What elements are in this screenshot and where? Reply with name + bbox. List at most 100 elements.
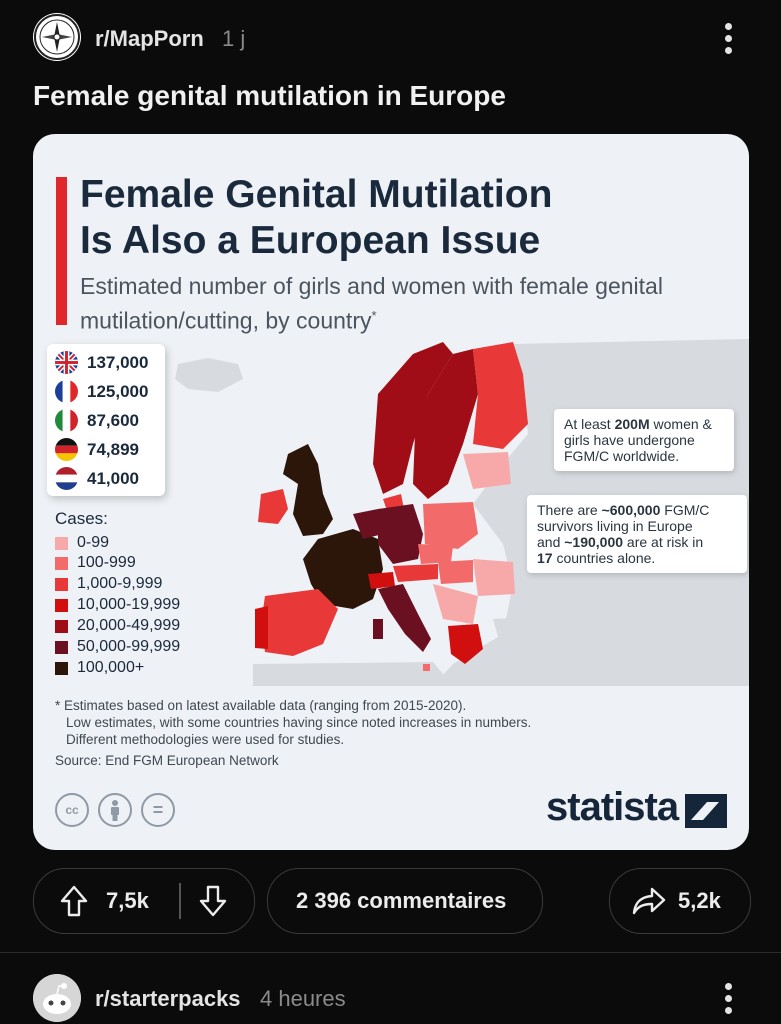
map-country-poland (423, 502, 478, 549)
map-country-balkans (433, 584, 478, 624)
legend-label: 100,000+ (77, 659, 145, 676)
netherlands-flag-icon (55, 467, 78, 490)
italy-flag-icon (55, 409, 78, 432)
subreddit-name[interactable]: r/MapPorn (95, 26, 204, 51)
map-country-czechia (418, 544, 453, 564)
source-text: Source: End FGM European Network (55, 753, 279, 768)
subtitle-footnote-mark: * (371, 308, 377, 323)
next-more-options-button[interactable] (714, 980, 744, 1016)
subtitle-text: Estimated number of girls and women with… (80, 273, 663, 334)
infographic-title-line1: Female Genital Mutilation (80, 173, 553, 216)
legend-swatch (55, 641, 68, 654)
more-dot-icon (725, 23, 732, 30)
next-subreddit-avatar[interactable] (33, 974, 81, 1022)
footnote-line: Different methodologies were used for st… (66, 732, 345, 747)
vote-bar: 7,5k (33, 868, 255, 934)
post-header: r/MapPorn 1 j (0, 0, 781, 76)
share-icon (632, 887, 666, 915)
map-country-ireland (258, 489, 288, 524)
statista-logo-icon (685, 794, 727, 828)
vote-divider (179, 883, 181, 919)
share-button[interactable]: 5,2k (609, 868, 751, 934)
map-country-sweden (413, 349, 478, 499)
nd-license-icon: = (141, 793, 175, 827)
map-land-turkey (493, 614, 633, 654)
map-country-austria (393, 564, 438, 582)
callout-worldwide: At least 200M women & girls have undergo… (554, 409, 734, 471)
title-accent-bar (56, 177, 67, 325)
post-age: 1 j (222, 26, 246, 51)
comments-count: 2 396 commentaires (296, 888, 507, 913)
top-country-value: 41,000 (87, 469, 139, 488)
uk-flag-icon (55, 351, 78, 374)
legend-title: Cases: (55, 509, 108, 528)
map-country-portugal (255, 606, 268, 649)
top-country-value: 74,899 (87, 440, 139, 459)
legend-label: 100-999 (77, 554, 136, 571)
legend-label: 20,000-49,999 (77, 617, 181, 634)
statista-logo: statista (546, 785, 679, 829)
comments-button[interactable]: 2 396 commentaires (267, 868, 543, 934)
more-dot-icon (725, 995, 732, 1002)
post-title[interactable]: Female genital mutilation in Europe (33, 80, 506, 111)
legend-swatch (55, 578, 68, 591)
infographic-title: Female Genital Mutilation Is Also a Euro… (80, 172, 552, 264)
next-subreddit-name[interactable]: r/starterpacks (95, 986, 241, 1011)
infographic-title-line2: Is Also a European Issue (80, 219, 541, 262)
france-flag-icon (55, 380, 78, 403)
top-country-value: 137,000 (87, 353, 149, 372)
legend-label: 10,000-19,999 (77, 596, 181, 613)
share-count: 5,2k (678, 888, 721, 913)
footnote-line: Low estimates, with some countries havin… (66, 715, 532, 730)
map-country-sardinia (373, 619, 383, 639)
map-country-spain (261, 589, 338, 656)
by-license-icon (98, 793, 132, 827)
more-dot-icon (725, 47, 732, 54)
map-country-greece (448, 624, 483, 664)
upvote-count: 7,5k (106, 888, 149, 913)
map-country-italy (378, 584, 431, 652)
post-image[interactable]: Female Genital Mutilation Is Also a Euro… (33, 134, 749, 850)
mapporn-logo-icon (34, 14, 80, 60)
subreddit-avatar[interactable] (33, 13, 81, 61)
map-country-benelux (353, 509, 383, 539)
top-countries-box: 137,000 125,000 87,600 74,899 41,000 (47, 344, 165, 496)
legend-label: 50,000-99,999 (77, 638, 181, 655)
top-country-value: 87,600 (87, 411, 139, 430)
downvote-icon[interactable] (199, 885, 227, 917)
legend-label: 1,000-9,999 (77, 575, 163, 592)
legend-swatch (55, 620, 68, 633)
legend-label: 0-99 (77, 534, 110, 551)
footnote: * Estimates based on latest available da… (55, 697, 531, 748)
infographic-subtitle: Estimated number of girls and women with… (80, 272, 730, 336)
top-country-value: 125,000 (87, 382, 149, 401)
map-country-baltics (463, 452, 511, 489)
map-country-switzerland (368, 572, 395, 589)
more-dot-icon (725, 983, 732, 990)
legend-swatch (55, 557, 68, 570)
map-country-hungary (438, 560, 473, 584)
map-country-malta (423, 664, 430, 671)
reddit-snoo-icon (33, 974, 81, 1022)
footnote-line: * Estimates based on latest available da… (55, 698, 467, 713)
legend-swatch (55, 662, 68, 675)
legend-swatch (55, 599, 68, 612)
map-country-finland (473, 342, 528, 449)
cc-license-icon: cc (55, 793, 89, 827)
more-dot-icon (725, 35, 732, 42)
germany-flag-icon (55, 438, 78, 461)
map-country-germany (378, 504, 423, 564)
map-land-africa (253, 662, 453, 686)
more-options-button[interactable] (714, 20, 744, 56)
map-land-iceland (175, 358, 243, 392)
post-separator (0, 952, 781, 953)
map-country-romania (473, 559, 515, 596)
upvote-icon[interactable] (60, 885, 88, 917)
legend-swatch (55, 537, 68, 550)
more-dot-icon (725, 1007, 732, 1014)
map-country-norway (373, 342, 453, 494)
callout-europe: There are ~600,000 FGM/C survivors livin… (527, 495, 747, 573)
map-country-uk (283, 444, 333, 536)
map-country-france (303, 529, 383, 609)
next-post-age: 4 heures (260, 986, 346, 1011)
